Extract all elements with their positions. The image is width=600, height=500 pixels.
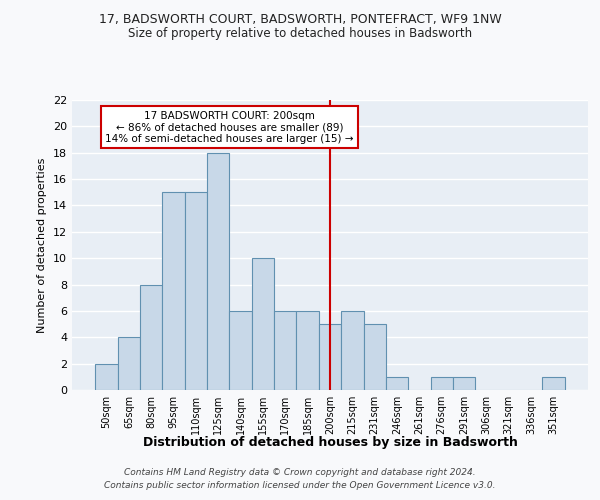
Bar xyxy=(207,152,229,390)
Bar xyxy=(163,192,185,390)
Bar xyxy=(274,311,296,390)
Bar xyxy=(140,284,163,390)
Bar xyxy=(341,311,364,390)
Bar xyxy=(229,311,252,390)
Bar xyxy=(431,377,453,390)
Text: Distribution of detached houses by size in Badsworth: Distribution of detached houses by size … xyxy=(143,436,517,449)
Bar xyxy=(386,377,408,390)
Text: Contains HM Land Registry data © Crown copyright and database right 2024.: Contains HM Land Registry data © Crown c… xyxy=(124,468,476,477)
Text: Size of property relative to detached houses in Badsworth: Size of property relative to detached ho… xyxy=(128,28,472,40)
Text: Contains public sector information licensed under the Open Government Licence v3: Contains public sector information licen… xyxy=(104,482,496,490)
Bar xyxy=(118,338,140,390)
Bar xyxy=(319,324,341,390)
Bar xyxy=(296,311,319,390)
Bar xyxy=(185,192,207,390)
Bar xyxy=(252,258,274,390)
Bar xyxy=(95,364,118,390)
Bar xyxy=(364,324,386,390)
Text: 17 BADSWORTH COURT: 200sqm
← 86% of detached houses are smaller (89)
14% of semi: 17 BADSWORTH COURT: 200sqm ← 86% of deta… xyxy=(105,110,354,144)
Text: 17, BADSWORTH COURT, BADSWORTH, PONTEFRACT, WF9 1NW: 17, BADSWORTH COURT, BADSWORTH, PONTEFRA… xyxy=(98,12,502,26)
Y-axis label: Number of detached properties: Number of detached properties xyxy=(37,158,47,332)
Bar xyxy=(542,377,565,390)
Bar xyxy=(453,377,475,390)
